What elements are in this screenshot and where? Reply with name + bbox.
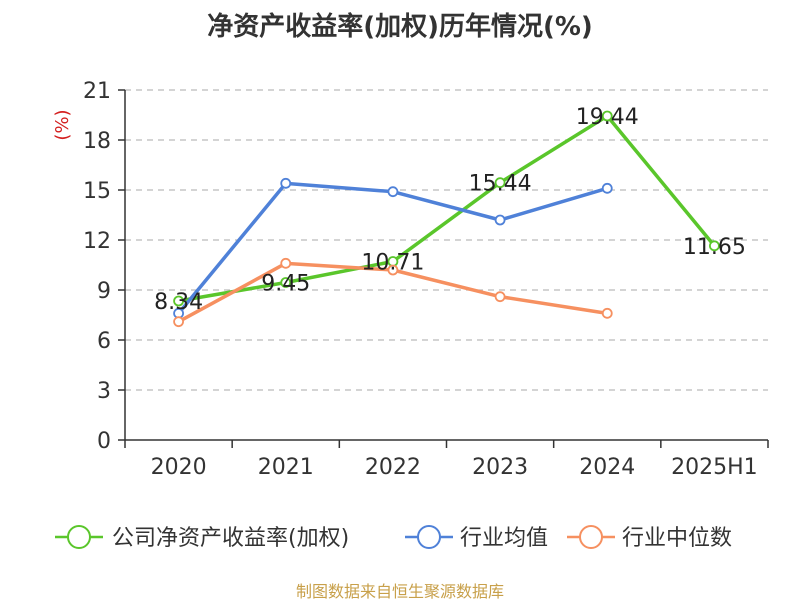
data-label-2025H1: 11.65	[683, 235, 746, 260]
grid-lines	[125, 89, 768, 391]
legend-label-0: 公司净资产收益率(加权)	[112, 526, 349, 551]
series-1-point-2023	[494, 214, 506, 226]
x-tick-label-2021: 2021	[258, 455, 314, 480]
series-0-point-2021	[280, 277, 292, 288]
x-tick-label-2024: 2024	[579, 455, 635, 480]
series-line-1	[177, 181, 608, 315]
data-label-2020: 8.34	[154, 290, 203, 315]
data-label-2024: 19.44	[576, 105, 639, 130]
series-0-point-2023	[494, 177, 506, 189]
y-tick-label-12: 12	[83, 229, 111, 254]
series-2-point-2023	[494, 291, 506, 303]
legend-marker-0	[67, 525, 91, 549]
series-1-point-2021	[280, 177, 292, 189]
legend-label-2: 行业中位数	[622, 526, 732, 551]
y-tick-label-21: 21	[83, 79, 111, 104]
y-tick-label-18: 18	[83, 129, 111, 154]
legend-label-1: 行业均值	[460, 526, 548, 551]
source-note: 制图数据来自恒生聚源数据库	[295, 582, 504, 601]
series-2-point-2022	[387, 264, 399, 276]
y-tick-label-3: 3	[97, 379, 111, 404]
data-label-2022: 10.71	[361, 251, 424, 276]
y-tick-label-9: 9	[97, 279, 111, 304]
y-tick-label-0: 0	[97, 429, 111, 454]
x-tick-label-2025H1: 2025H1	[671, 455, 758, 480]
y-tick-label-15: 15	[83, 179, 111, 204]
data-labels: 8.34 9.45 10.71 15.44 19.44 11.65	[154, 105, 746, 315]
chart-title: 净资产收益率(加权)历年情况(%)	[207, 12, 593, 42]
series-2-point-2024	[601, 307, 613, 319]
series-0-point-2025H1	[709, 240, 720, 252]
x-tick-label-2023: 2023	[472, 455, 528, 480]
data-label-2023: 15.44	[469, 172, 532, 197]
legend-marker-2	[579, 525, 603, 549]
series-1-point-2024	[601, 182, 613, 194]
series	[173, 110, 720, 328]
axes: 0 3 6 9 12 15 18 21 (%) 2020 2021 2022 2023 2024 2025H…	[52, 79, 769, 480]
series-line-0	[178, 114, 716, 303]
series-0-point-2020	[173, 295, 184, 307]
legend-marker-1	[417, 525, 441, 549]
x-tick-label-2022: 2022	[365, 455, 421, 480]
legend: 公司净资产收益率(加权) 行业均值 行业中位数	[55, 525, 732, 551]
series-0-point-2024	[601, 110, 613, 122]
x-tick-label-2020: 2020	[151, 455, 207, 480]
data-label-2021: 9.45	[261, 272, 310, 297]
y-axis-label: (%)	[52, 109, 73, 140]
series-2-point-2020	[173, 316, 184, 328]
y-tick-label-6: 6	[97, 329, 111, 354]
series-2-point-2021	[280, 257, 292, 269]
series-1-point-2022	[387, 186, 399, 198]
